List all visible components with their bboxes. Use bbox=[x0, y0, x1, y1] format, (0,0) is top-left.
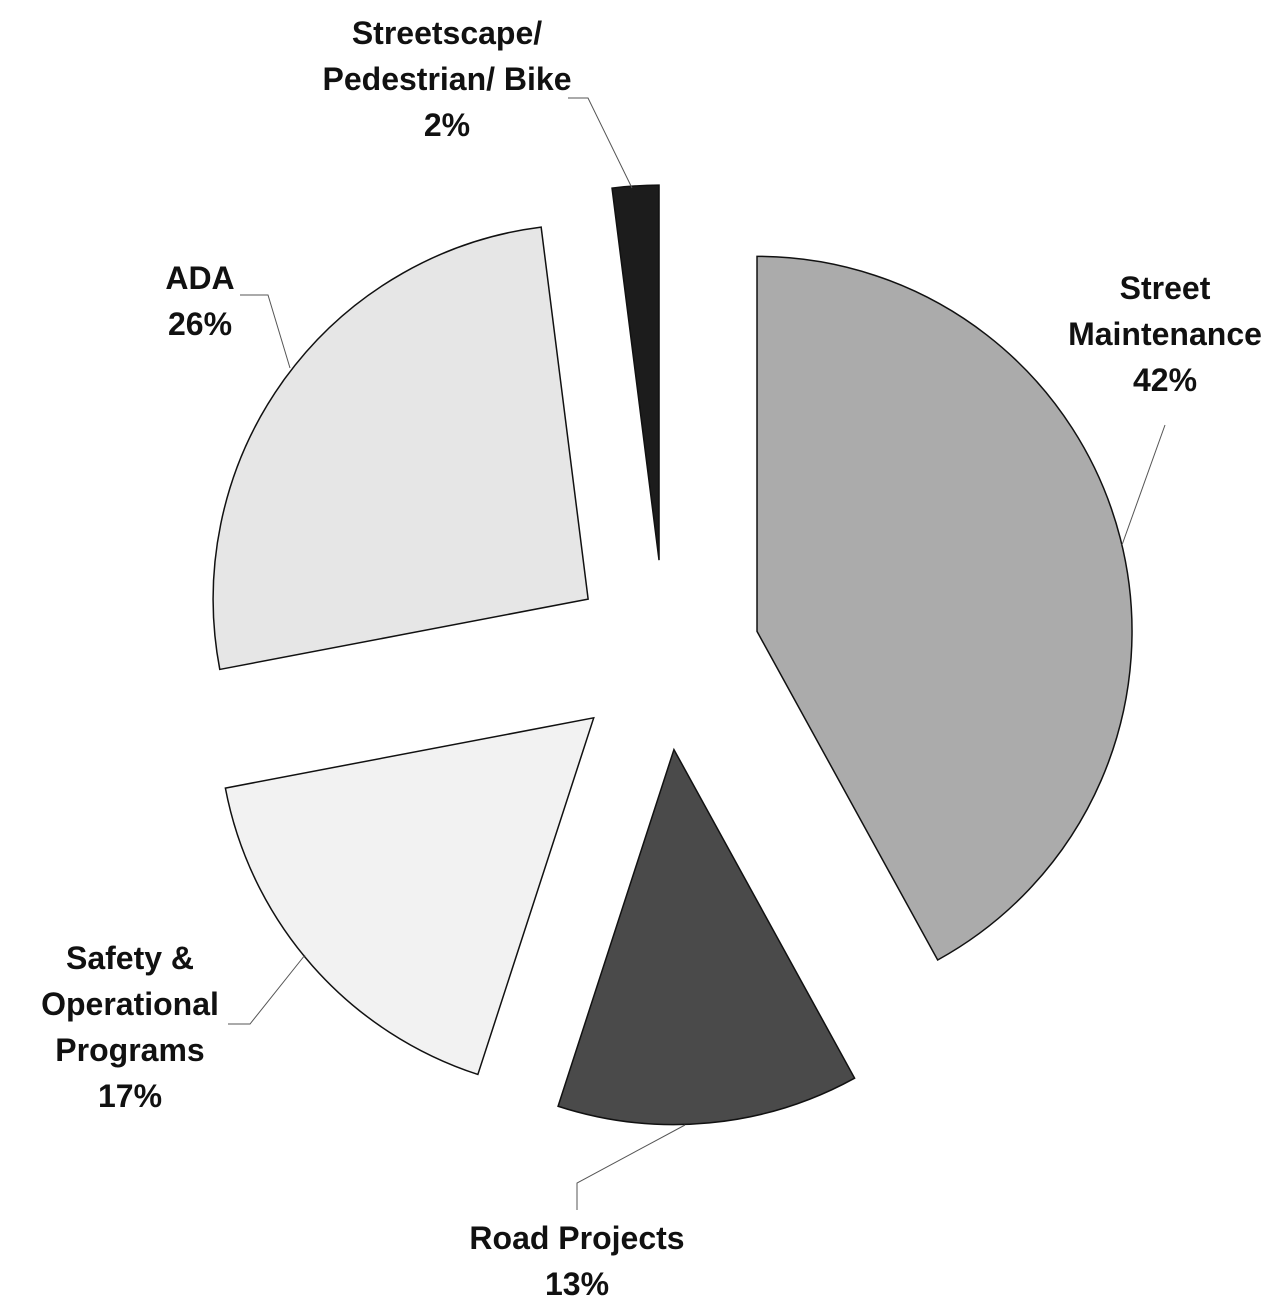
leader-line bbox=[568, 97, 633, 189]
value-label: 17% bbox=[97, 1078, 163, 1114]
leader-line bbox=[240, 294, 291, 369]
category-label: Streetscape/ Pedestrian/ Bike bbox=[322, 15, 572, 97]
value-label: 26% bbox=[167, 306, 233, 342]
slice-label: ADA 26% bbox=[140, 255, 260, 347]
slice-label: Road Projects 13% bbox=[427, 1215, 727, 1300]
pie-slice bbox=[611, 184, 660, 561]
value-label: 42% bbox=[1132, 362, 1198, 398]
slice-label: Street Maintenance 42% bbox=[1045, 265, 1285, 403]
slice-label: Safety & Operational Programs 17% bbox=[20, 935, 240, 1119]
pie-slice bbox=[224, 716, 595, 1076]
pie-slice bbox=[756, 255, 1133, 962]
pie-slice bbox=[212, 226, 589, 671]
category-label: Safety & Operational Programs bbox=[41, 940, 219, 1068]
leader-line bbox=[1121, 424, 1166, 546]
category-label: ADA bbox=[165, 260, 235, 296]
leader-line bbox=[228, 954, 306, 1025]
category-label: Street Maintenance bbox=[1068, 270, 1262, 352]
leader-line bbox=[576, 1124, 686, 1210]
category-label: Road Projects bbox=[469, 1220, 685, 1256]
slice-label: Streetscape/ Pedestrian/ Bike 2% bbox=[307, 10, 587, 148]
value-label: 2% bbox=[423, 107, 471, 143]
value-label: 13% bbox=[544, 1266, 610, 1300]
pie-slice bbox=[557, 747, 856, 1126]
